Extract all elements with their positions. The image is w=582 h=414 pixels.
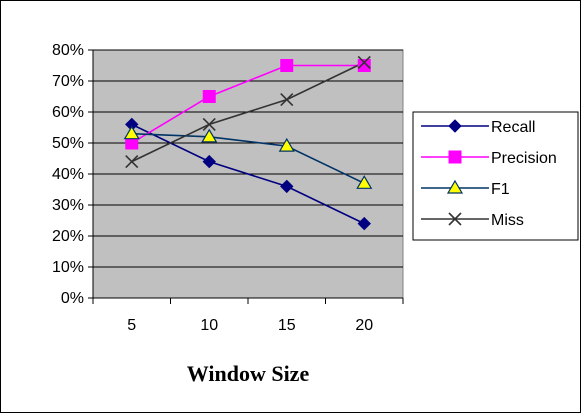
legend-marker-f1: [446, 179, 464, 194]
point-miss: [202, 117, 216, 131]
series-lines: [131, 61, 365, 225]
series-line-precision: [131, 64, 365, 144]
point-precision: [357, 59, 371, 72]
legend-label-f1: F1: [491, 181, 510, 198]
x-axis-label: Window Size: [187, 361, 310, 386]
point-f1: [123, 125, 140, 140]
legend-marker-precision: [448, 150, 462, 164]
point-precision: [202, 90, 216, 103]
x-tick-labels: 5 10 15 20: [127, 317, 373, 334]
x-tick-label: 10: [200, 317, 218, 334]
series-line-f1: [131, 132, 365, 185]
x-tick-label: 20: [355, 317, 373, 334]
series-line-miss: [131, 61, 365, 163]
point-miss: [357, 55, 371, 69]
series-markers: [123, 55, 373, 231]
legend-label-recall: Recall: [491, 119, 535, 136]
legend-label-miss: Miss: [491, 212, 524, 229]
axes: [88, 49, 404, 304]
point-precision: [280, 59, 294, 72]
legend: Recall Precision F1 Miss: [412, 111, 579, 241]
point-recall: [357, 216, 371, 231]
y-tick-label: 70%: [52, 73, 84, 90]
point-miss: [280, 93, 294, 107]
point-f1: [201, 128, 218, 143]
legend-label-precision: Precision: [491, 150, 557, 167]
point-recall: [280, 179, 294, 194]
legend-marker-recall: [448, 119, 462, 133]
point-f1: [356, 175, 373, 189]
y-tick-label: 80%: [52, 42, 84, 59]
y-tick-label: 50%: [52, 135, 84, 152]
x-tick-label: 5: [127, 317, 136, 334]
x-tick-label: 15: [278, 317, 296, 334]
y-tick-label: 60%: [52, 104, 84, 121]
y-tick-label: 20%: [52, 228, 84, 245]
y-tick-labels: 0% 10% 20% 30% 40% 50% 60% 70% 80%: [52, 42, 84, 307]
gridlines: [93, 49, 403, 299]
y-tick-label: 30%: [52, 197, 84, 214]
point-recall: [202, 154, 216, 169]
y-tick-label: 10%: [52, 259, 84, 276]
legend-marker-miss: [448, 212, 462, 226]
point-f1: [278, 137, 295, 152]
y-tick-label: 40%: [52, 166, 84, 183]
point-miss: [125, 155, 139, 169]
y-tick-label: 0%: [61, 290, 84, 307]
